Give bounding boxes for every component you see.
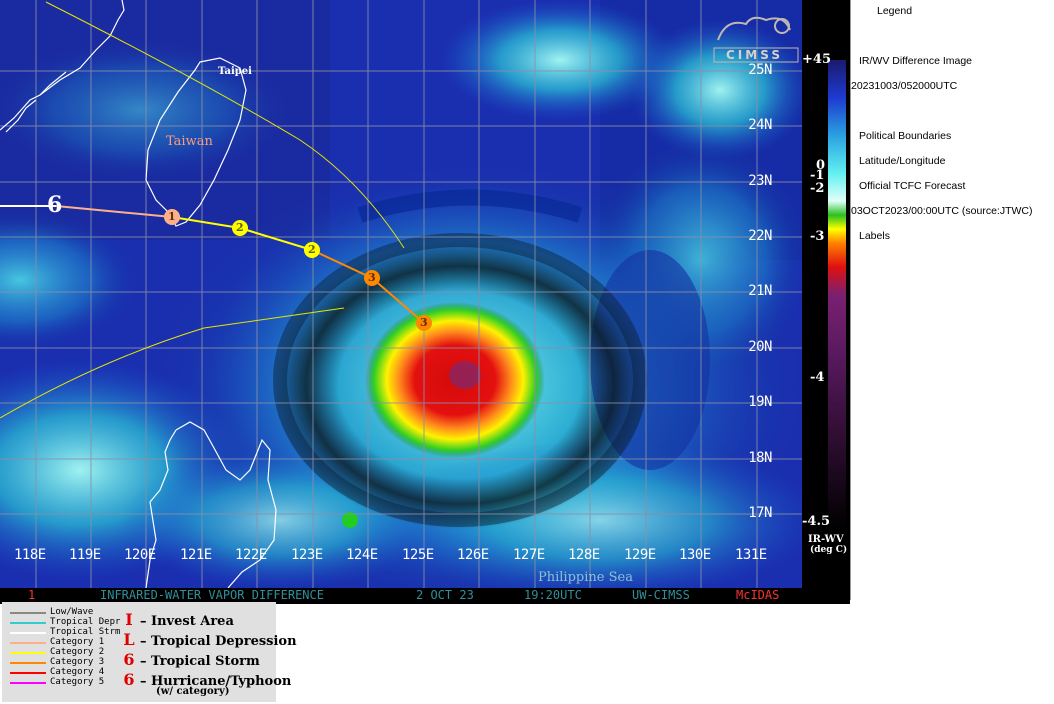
- frame-number: 1: [28, 588, 36, 602]
- track-legend-label: Category 5: [50, 677, 105, 687]
- category-1-marker: [164, 209, 180, 225]
- lon-label-118e: 118E: [14, 547, 46, 563]
- forecast-track: [0, 1, 425, 419]
- colorbar-tick-plus45: +45: [802, 52, 831, 67]
- legend-item-forecast[interactable]: Official TCFC Forecast: [859, 180, 966, 192]
- category-3-marker-b: [416, 315, 432, 331]
- tropical-storm-marker: 6: [47, 192, 63, 218]
- lon-label-131e: 131E: [735, 547, 767, 563]
- lon-label-120e: 120E: [124, 547, 156, 563]
- system-name: McIDAS: [736, 588, 780, 602]
- category-2-label-b: 2: [308, 243, 316, 256]
- hurricane-typhoon-icon: 6: [123, 670, 135, 689]
- symbol-label: – Tropical Depression: [140, 634, 297, 649]
- legend-panel: Legend IR/WV Difference Image 20231003/0…: [850, 0, 1054, 600]
- colorbar-tick-minus1: -1: [810, 168, 825, 183]
- track-legend-label: Category 3: [50, 657, 105, 667]
- lon-label-126e: 126E: [457, 547, 489, 563]
- lat-label-17n: 17N: [748, 505, 772, 521]
- satellite-map: 6 1 2 2 3 3 Taipei Taiwan Philippine Sea…: [0, 0, 802, 604]
- place-philippine-sea: Philippine Sea: [538, 570, 633, 585]
- track-legend-label: Tropical Depr: [50, 617, 121, 627]
- lon-label-130e: 130E: [679, 547, 711, 563]
- category-2-label: 2: [236, 221, 244, 234]
- satellite-imagery: [0, 0, 802, 604]
- symbol-label: – Hurricane/Typhoon: [140, 674, 292, 689]
- colorbar-unit: (deg C): [810, 545, 848, 555]
- invest-area-icon: I: [125, 610, 133, 629]
- category-3-marker: [364, 270, 380, 286]
- lat-label-21n: 21N: [748, 283, 772, 299]
- lat-label-24n: 24N: [748, 117, 772, 133]
- lat-label-19n: 19N: [748, 394, 772, 410]
- lon-label-119e: 119E: [69, 547, 101, 563]
- lat-label-22n: 22N: [748, 228, 772, 244]
- lat-lon-grid: [0, 0, 802, 588]
- lon-label-121e: 121E: [180, 547, 212, 563]
- lon-label-124e: 124E: [346, 547, 378, 563]
- category-2-marker: [232, 220, 248, 236]
- category-2-marker-b: [304, 242, 320, 258]
- lat-label-18n: 18N: [748, 450, 772, 466]
- legend-title: Legend: [877, 5, 913, 17]
- colorbar-title: IR-WV: [808, 534, 844, 545]
- category-1-label: 1: [168, 210, 176, 223]
- legend-item-labels[interactable]: Labels: [859, 230, 890, 242]
- track-legend-label: Category 1: [50, 637, 105, 647]
- lon-label-123e: 123E: [291, 547, 323, 563]
- lon-label-128e: 128E: [568, 547, 600, 563]
- track-legend: Low/Wave Tropical Depr Tropical Strm Cat…: [2, 602, 276, 702]
- colorbar-tick-minus2: -2: [810, 181, 825, 196]
- symbol-invest-area: I – Invest Area: [118, 610, 234, 629]
- product-name: INFRARED-WATER VAPOR DIFFERENCE: [100, 588, 324, 602]
- tropical-depression-icon: L: [123, 630, 135, 649]
- legend-item-boundaries[interactable]: Political Boundaries: [859, 130, 952, 142]
- image-status-bar: 1 INFRARED-WATER VAPOR DIFFERENCE 2 OCT …: [0, 588, 802, 604]
- place-taiwan: Taiwan: [166, 134, 213, 149]
- political-boundaries: [0, 0, 277, 589]
- symbol-tropical-storm: 6 – Tropical Storm: [118, 650, 260, 669]
- colorbar-tick-0: 0: [816, 158, 826, 173]
- category-3-label: 3: [368, 271, 376, 284]
- category-3-label-b: 3: [420, 316, 428, 329]
- legend-item-image[interactable]: IR/WV Difference Image: [859, 55, 973, 67]
- lat-label-23n: 23N: [748, 173, 772, 189]
- image-time: 19:20UTC: [524, 588, 582, 602]
- cimss-logo: CIMSS: [706, 10, 800, 66]
- colorbar-tick-minus3: -3: [810, 229, 825, 244]
- track-legend-label: Tropical Strm: [50, 627, 121, 637]
- track-legend-label: Category 2: [50, 647, 105, 657]
- cimss-logo-text: CIMSS: [726, 48, 783, 62]
- lat-label-20n: 20N: [748, 339, 772, 355]
- lon-label-127e: 127E: [513, 547, 545, 563]
- colorbar-panel: +45 0 -1 -2 -3 -4 -4.5 IR-WV (deg C): [802, 0, 850, 604]
- legend-item-image-time: 20231003/052000UTC: [851, 80, 958, 92]
- lat-label-25n: 25N: [748, 62, 772, 78]
- symbol-hurricane-typhoon: 6 – Hurricane/Typhoon: [118, 670, 291, 689]
- symbol-tropical-depression: L – Tropical Depression: [118, 630, 297, 649]
- tropical-storm-icon: 6: [123, 650, 135, 669]
- track-legend-label: Category 4: [50, 667, 105, 677]
- colorbar-tick-minus4-5: -4.5: [802, 514, 831, 529]
- colorbar-tick-minus4: -4: [810, 370, 825, 385]
- legend-item-forecast-time: 03OCT2023/00:00UTC (source:JTWC): [851, 205, 1033, 217]
- symbol-label: – Tropical Storm: [140, 654, 260, 669]
- lon-label-122e: 122E: [235, 547, 267, 563]
- organization: UW-CIMSS: [632, 588, 690, 602]
- colorbar: [828, 60, 846, 530]
- legend-item-latlon[interactable]: Latitude/Longitude: [859, 155, 946, 167]
- place-taipei: Taipei: [218, 66, 252, 77]
- track-legend-label: Low/Wave: [50, 607, 94, 617]
- lon-label-125e: 125E: [402, 547, 434, 563]
- cimss-logo-graphic: [713, 16, 799, 63]
- symbol-label: – Invest Area: [140, 614, 234, 629]
- image-date: 2 OCT 23: [416, 588, 474, 602]
- symbol-category-note: (w/ category): [156, 686, 230, 697]
- lon-label-129e: 129E: [624, 547, 656, 563]
